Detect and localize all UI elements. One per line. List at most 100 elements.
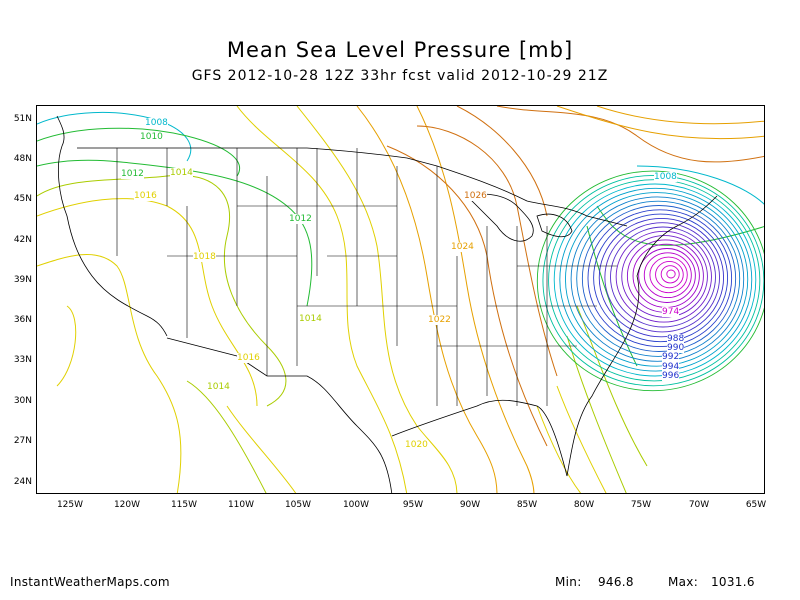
- great-lakes: [466, 193, 534, 242]
- contour-label: 1010: [140, 132, 163, 142]
- lon-tick-label: 90W: [459, 500, 481, 510]
- isobar-1008-e: [636, 165, 764, 205]
- isobar-1018-w: [37, 253, 182, 493]
- storm-isobar: [536, 170, 764, 392]
- isobar-1020-c: [296, 106, 458, 493]
- isobar-1024-c: [416, 106, 535, 493]
- isobar-1012-se: [586, 225, 638, 367]
- lon-tick-label: 105W: [284, 500, 312, 510]
- isobar-1012-nw: [37, 159, 313, 307]
- lat-tick-label: 39N: [13, 275, 32, 285]
- storm-isobar: [581, 205, 737, 352]
- contour-label: 990: [667, 343, 685, 353]
- isobar-1016-s: [226, 405, 297, 493]
- contour-label: 994: [662, 362, 680, 372]
- map-title: Mean Sea Level Pressure [mb]: [226, 38, 574, 62]
- contour-label: 1014: [170, 168, 193, 178]
- storm-isobar: [587, 209, 733, 348]
- lat-tick-label: 24N: [13, 477, 32, 487]
- contour-label: 1012: [121, 169, 144, 179]
- contour-label: 1014: [299, 314, 322, 324]
- lon-tick-label: 100W: [342, 500, 370, 510]
- border-canada: [77, 147, 628, 227]
- isobar-1018-c: [236, 106, 408, 493]
- storm-isobar: [615, 230, 712, 323]
- contour-label: 1018: [193, 252, 216, 262]
- storm-isobar: [565, 192, 749, 367]
- isobar-1018-se: [556, 385, 607, 493]
- lon-tick-label: 120W: [113, 500, 141, 510]
- contour-label: 1026: [464, 191, 487, 201]
- isobar-1016-sw: [56, 305, 77, 387]
- coastline-gulf: [391, 399, 568, 477]
- isobar-1014-sw: [186, 380, 267, 493]
- coastline-east: [566, 195, 718, 477]
- contour-label: 1016: [237, 353, 260, 363]
- pressure-map-canvas: [37, 106, 764, 493]
- lat-tick-label: 48N: [13, 154, 32, 164]
- lon-tick-label: 70W: [688, 500, 710, 510]
- storm-isobar: [621, 235, 708, 318]
- storm-isobar: [576, 200, 741, 357]
- map-subtitle: GFS 2012-10-28 12Z 33hr fcst valid 2012-…: [191, 68, 609, 84]
- contour-label: 1014: [207, 382, 230, 392]
- isobar-1030-n: [456, 106, 548, 217]
- storm-isobar: [604, 222, 720, 333]
- contour-label: 992: [662, 352, 680, 362]
- contour-label: 1016: [134, 191, 157, 201]
- coastline-west: [56, 115, 168, 337]
- isobar-1016-se: [566, 335, 627, 493]
- border-mexico: [166, 337, 393, 493]
- lon-tick-label: 80W: [573, 500, 595, 510]
- storm-isobar: [610, 226, 716, 328]
- contour-label: 1020: [405, 440, 428, 450]
- state-lines: [116, 148, 617, 406]
- geographic-outlines: [56, 115, 718, 493]
- storm-isobar: [655, 260, 684, 289]
- lat-tick-label: 36N: [13, 315, 32, 325]
- lon-tick-label: 115W: [170, 500, 198, 510]
- isobar-1024-ne: [556, 106, 764, 140]
- storm-isobar: [559, 187, 753, 372]
- contour-label: 1024: [451, 242, 474, 252]
- isobar-1014-se: [576, 305, 648, 467]
- storm-isobar: [660, 265, 680, 284]
- max-label: Max:: [668, 575, 699, 589]
- lat-tick-label: 33N: [13, 355, 32, 365]
- storm-isobar: [649, 256, 688, 294]
- isobar-1026-ne: [496, 106, 764, 163]
- lon-tick-label: 110W: [227, 500, 255, 510]
- storm-isobar: [553, 183, 757, 377]
- lon-tick-label: 75W: [630, 500, 652, 510]
- storm-isobar: [598, 217, 725, 338]
- storm-isobar: [593, 213, 729, 343]
- contour-label: 996: [662, 371, 680, 381]
- contour-label: 1008: [654, 172, 677, 182]
- storm-isobar: [542, 174, 764, 387]
- isobar-1020-se: [536, 405, 582, 493]
- contour-label: 1008: [145, 118, 168, 128]
- great-lakes-2: [536, 213, 573, 238]
- storm-isobars: [536, 170, 764, 392]
- storm-isobar: [666, 269, 676, 279]
- min-label: Min:: [555, 575, 582, 589]
- lat-tick-label: 51N: [13, 114, 32, 124]
- max-value: 1031.6: [711, 575, 755, 589]
- isobar-1022-c: [356, 106, 498, 493]
- pressure-map: 1008 1010 1012 1014 1016 1018 1012 1026 …: [36, 105, 765, 494]
- contour-label: 1022: [428, 315, 451, 325]
- storm-isobar: [638, 248, 696, 303]
- lon-tick-label: 125W: [56, 500, 84, 510]
- contour-label: 1012: [289, 214, 312, 224]
- lon-tick-label: 65W: [745, 500, 767, 510]
- isobar-1022-ne: [596, 106, 764, 125]
- storm-isobar: [570, 196, 745, 362]
- min-value: 946.8: [598, 575, 634, 589]
- lat-tick-label: 45N: [13, 194, 32, 204]
- isobars: [37, 106, 764, 493]
- lon-tick-label: 85W: [516, 500, 538, 510]
- site-credit: InstantWeatherMaps.com: [10, 575, 170, 589]
- lat-tick-label: 42N: [13, 235, 32, 245]
- lat-tick-label: 30N: [13, 396, 32, 406]
- contour-label: 988: [667, 334, 685, 344]
